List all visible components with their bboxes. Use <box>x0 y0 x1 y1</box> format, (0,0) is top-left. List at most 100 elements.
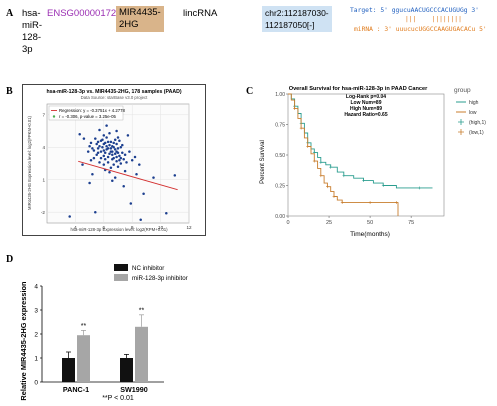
scatter-point <box>113 138 117 141</box>
genomic-location-badge: chr2:112187030- 112187050[-] <box>262 6 332 32</box>
scatter-point <box>88 144 91 148</box>
significance-mark: ** <box>81 323 87 330</box>
scatter-point <box>96 147 100 150</box>
scatter-point <box>123 153 127 157</box>
scatter-point <box>86 150 90 153</box>
bar-legend-label: miR-128-3p inhibitor <box>132 275 188 282</box>
scatter-point <box>88 181 91 185</box>
censor-mark-high <box>417 186 421 190</box>
censor-mark-low <box>332 195 336 198</box>
scatter-y-tick-label: 4 <box>42 145 45 150</box>
scatter-point <box>92 156 96 160</box>
scatter-point <box>118 139 121 143</box>
mirna-name-cell: hsa- miR- 128- 3p <box>22 8 42 56</box>
survival-legend-title: group <box>454 87 471 94</box>
scatter-point <box>106 155 110 159</box>
scatter-x-tick-label: 4 <box>74 225 77 230</box>
censor-mark-low <box>326 185 329 189</box>
scatter-x-tick-label: 6 <box>103 225 106 230</box>
scatter-point <box>89 141 93 145</box>
bar-y-tick-label: 0 <box>34 379 38 386</box>
scatter-point <box>102 163 106 166</box>
censor-mark-high <box>362 179 365 183</box>
scatter-point <box>111 150 114 153</box>
scatter-point <box>142 192 145 196</box>
scatter-point <box>123 169 127 173</box>
scatter-point <box>98 144 101 148</box>
survival-x-tick-label: 75 <box>408 220 414 226</box>
scatter-legend-label: r = -0.306, p-value = 3.25e-05 <box>59 114 116 119</box>
scatter-point <box>105 124 108 127</box>
scatter-x-tick-label: 10 <box>158 225 164 230</box>
genomic-location-line: 112187050[-] <box>265 20 315 30</box>
bar-legend-swatch <box>114 274 128 281</box>
bar-y-axis-label: Relative MIR4435-2HG expression <box>19 281 28 401</box>
scatter-point <box>112 163 115 166</box>
scatter-point <box>78 133 81 136</box>
gene-symbol-line: MIR4435- <box>119 7 161 18</box>
scatter-point <box>119 162 123 165</box>
scatter-point <box>94 137 97 140</box>
bar-y-tick-label: 1 <box>34 355 38 362</box>
censor-mark-high <box>342 174 346 178</box>
scatter-subtitle: Data Source: starBase v3.0 project <box>81 95 148 100</box>
scatter-point <box>92 149 96 152</box>
scatter-point <box>111 153 114 157</box>
scatter-point <box>98 128 101 132</box>
survival-title: Overall Survival for hsa-miR-128-3p in P… <box>289 86 428 92</box>
scatter-point <box>135 173 138 176</box>
scatter-point <box>152 176 155 179</box>
bar-category-label: PANC-1 <box>63 385 89 394</box>
scatter-point <box>99 156 103 160</box>
scatter-point <box>118 159 121 162</box>
significance-mark: ** <box>139 307 145 314</box>
scatter-point <box>99 150 103 153</box>
scatter-point <box>122 157 125 161</box>
survival-legend-label: low <box>469 110 477 116</box>
bar-category-label: SW1990 <box>120 385 148 394</box>
base-pairing-lines: ||| |||||||| <box>405 16 462 23</box>
scatter-point <box>116 147 120 150</box>
scatter-point <box>112 156 115 160</box>
scatter-point <box>112 141 115 145</box>
survival-x-tick-label: 50 <box>367 220 373 226</box>
scatter-point <box>89 159 93 162</box>
scatter-point <box>103 151 107 154</box>
scatter-point <box>102 134 106 137</box>
survival-y-tick-label: 1.00 <box>275 92 285 98</box>
scatter-point <box>105 136 108 139</box>
target-sequence: ggucuAACUGCCCACUGUGg 3' <box>391 7 479 14</box>
scatter-point <box>103 157 107 161</box>
scatter-point <box>108 143 111 147</box>
censor-mark-high <box>319 160 323 164</box>
panel-d-letter: D <box>6 254 14 265</box>
censor-mark-low <box>299 126 303 130</box>
scatter-point <box>121 151 124 154</box>
survival-legend-label: (high,1) <box>469 120 486 126</box>
scatter-point <box>91 173 94 176</box>
survival-stat: High Num=89 <box>350 106 382 112</box>
survival-y-tick-label: 0.50 <box>275 153 285 159</box>
gene-symbol-badge: MIR4435- 2HG <box>116 6 164 32</box>
survival-stat: Log-Rank p=0.04 <box>346 94 386 100</box>
scatter-point <box>116 136 120 139</box>
scatter-point <box>108 152 111 156</box>
scatter-point <box>125 161 128 164</box>
survival-x-tick-label: 0 <box>286 220 289 226</box>
mirna-sequence: uuucucUGGCCAAGUGACACu 5' <box>395 26 487 33</box>
censor-mark-low <box>293 107 296 111</box>
survival-legend-label: (low,1) <box>469 130 484 136</box>
scatter-point <box>130 159 134 162</box>
censor-mark-high <box>381 184 385 187</box>
scatter-point <box>119 146 123 149</box>
bar-y-tick-label: 2 <box>34 331 38 338</box>
mirna-label: miRNA : 3' <box>354 26 392 33</box>
scatter-y-tick-label: -2 <box>41 210 46 215</box>
survival-stat: Hazard Ratio=0.65 <box>344 112 387 118</box>
scatter-point <box>173 174 177 177</box>
regression-line <box>78 160 178 191</box>
bar-legend-swatch <box>114 264 128 271</box>
significance-footnote: **P < 0.01 <box>102 395 134 402</box>
scatter-point <box>109 166 113 170</box>
gene-symbol-line: 2HG <box>119 19 139 30</box>
